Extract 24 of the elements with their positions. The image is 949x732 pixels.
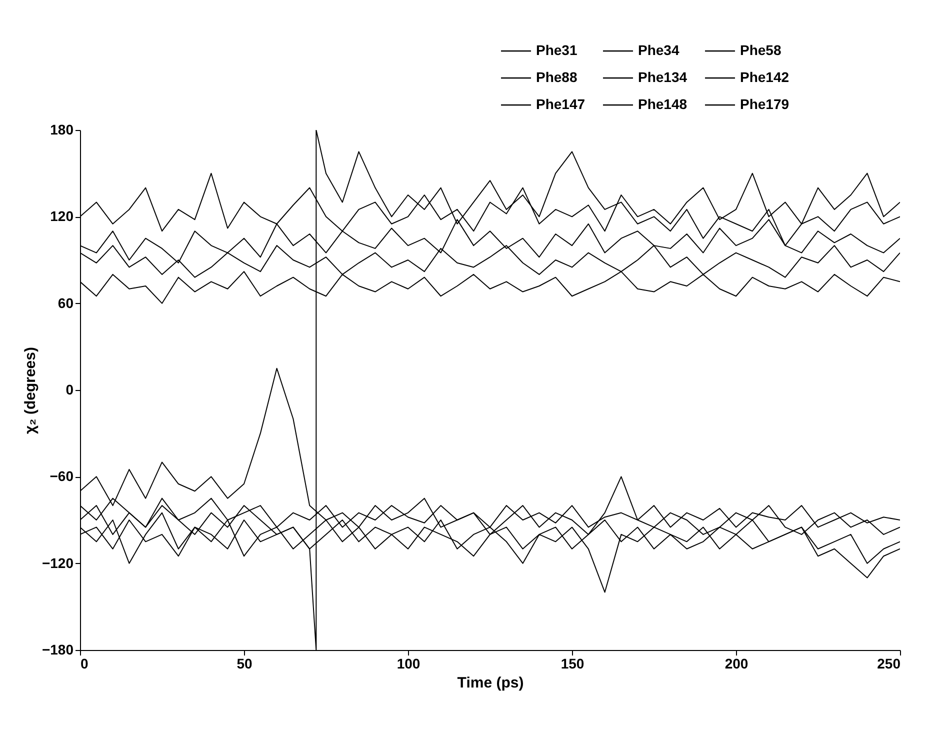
x-tick-label: 200 bbox=[724, 656, 748, 672]
x-tick-label: 0 bbox=[80, 656, 88, 672]
legend-label: Phe179 bbox=[740, 96, 790, 112]
y-axis-title: χ₂ (degrees) bbox=[22, 347, 39, 434]
legend-label: Phe31 bbox=[536, 42, 578, 58]
legend-label: Phe34 bbox=[638, 42, 680, 58]
x-axis-title: Time (ps) bbox=[457, 674, 524, 692]
legend-label: Phe134 bbox=[638, 69, 688, 85]
y-tick-label: −120 bbox=[42, 554, 74, 571]
x-tick-label: 250 bbox=[877, 656, 901, 672]
legend-label: Phe147 bbox=[536, 96, 586, 112]
y-tick-label: 60 bbox=[58, 294, 74, 311]
legend-label: Phe148 bbox=[638, 96, 688, 112]
legend-label: Phe142 bbox=[740, 69, 790, 85]
y-tick-label: −60 bbox=[50, 468, 74, 484]
y-tick-label: 180 bbox=[50, 122, 74, 138]
y-tick-label: 0 bbox=[66, 382, 74, 398]
legend-label: Phe58 bbox=[740, 42, 782, 58]
x-tick-label: 50 bbox=[236, 656, 252, 672]
legend-label: Phe88 bbox=[536, 69, 578, 85]
x-tick-label: 100 bbox=[396, 656, 420, 672]
y-tick-label: 120 bbox=[50, 208, 74, 224]
x-tick-label: 150 bbox=[560, 656, 584, 672]
y-tick-label: −180 bbox=[42, 642, 74, 658]
